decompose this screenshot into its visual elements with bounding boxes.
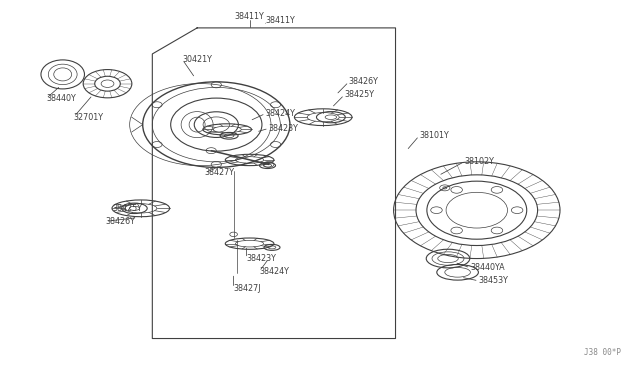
Text: 38440YA: 38440YA — [470, 263, 505, 272]
Text: 38425Y: 38425Y — [112, 204, 142, 213]
Text: 38427Y: 38427Y — [205, 169, 235, 177]
Text: 38453Y: 38453Y — [479, 276, 509, 285]
Text: 38101Y: 38101Y — [419, 131, 449, 140]
Text: 38424Y: 38424Y — [259, 267, 289, 276]
Text: 38426Y: 38426Y — [349, 77, 379, 86]
Text: 38423Y: 38423Y — [269, 124, 299, 133]
Text: 32701Y: 32701Y — [74, 113, 104, 122]
Text: 38426Y: 38426Y — [106, 217, 136, 226]
Text: 38424Y: 38424Y — [266, 109, 296, 118]
Text: 38425Y: 38425Y — [344, 90, 374, 99]
Text: 38427J: 38427J — [234, 284, 261, 293]
Text: J38 00*P: J38 00*P — [584, 348, 621, 357]
Text: 38411Y: 38411Y — [235, 12, 264, 21]
Text: 38102Y: 38102Y — [464, 157, 494, 166]
Text: 30421Y: 30421Y — [182, 55, 212, 64]
Text: 38440Y: 38440Y — [46, 94, 76, 103]
Text: 38423Y: 38423Y — [246, 254, 276, 263]
Text: 38411Y: 38411Y — [266, 16, 295, 25]
